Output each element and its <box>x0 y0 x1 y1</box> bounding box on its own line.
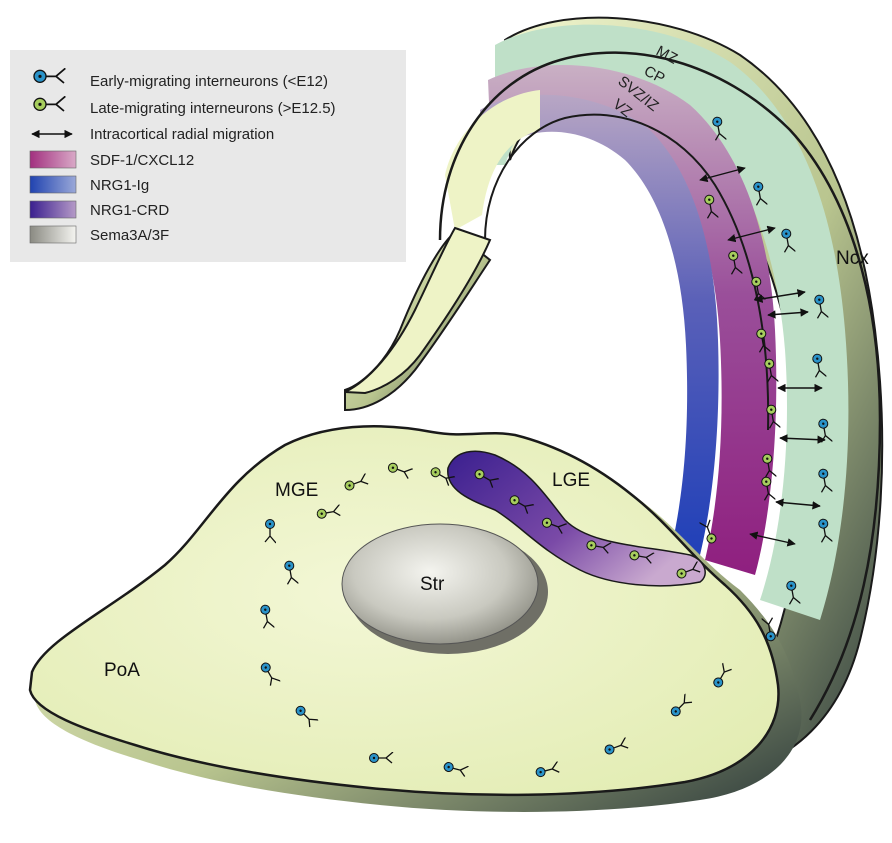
label-str: Str <box>420 574 445 595</box>
legend-early-migrating: Early-migrating interneurons (<E12) <box>90 73 328 90</box>
label-mge: MGE <box>275 480 318 501</box>
striatum <box>341 523 548 654</box>
legend-sdf1: SDF-1/CXCL12 <box>90 152 194 169</box>
label-ncx: Ncx <box>836 248 869 269</box>
legend-nrg1-crd: NRG1-CRD <box>90 202 169 219</box>
sema3-swatch <box>29 225 77 244</box>
nrg1-ig-swatch <box>29 175 77 194</box>
cortex-flap <box>344 226 492 412</box>
legend: Early-migrating interneurons (<E12) Late… <box>10 50 406 262</box>
label-poa: PoA <box>104 660 140 681</box>
legend-radial-migration: Intracortical radial migration <box>90 126 274 143</box>
legend-sema3: Sema3A/3F <box>90 227 169 244</box>
radial-migration-arrows <box>699 165 826 547</box>
lge-nrg1-crd-region <box>447 450 706 587</box>
neocortex <box>438 16 884 772</box>
legend-late-migrating: Late-migrating interneurons (>E12.5) <box>90 100 336 117</box>
legend-nrg1-ig: NRG1-Ig <box>90 177 149 194</box>
label-lge: LGE <box>552 470 590 491</box>
nrg1-crd-swatch <box>29 200 77 219</box>
sdf1-swatch <box>29 150 77 169</box>
